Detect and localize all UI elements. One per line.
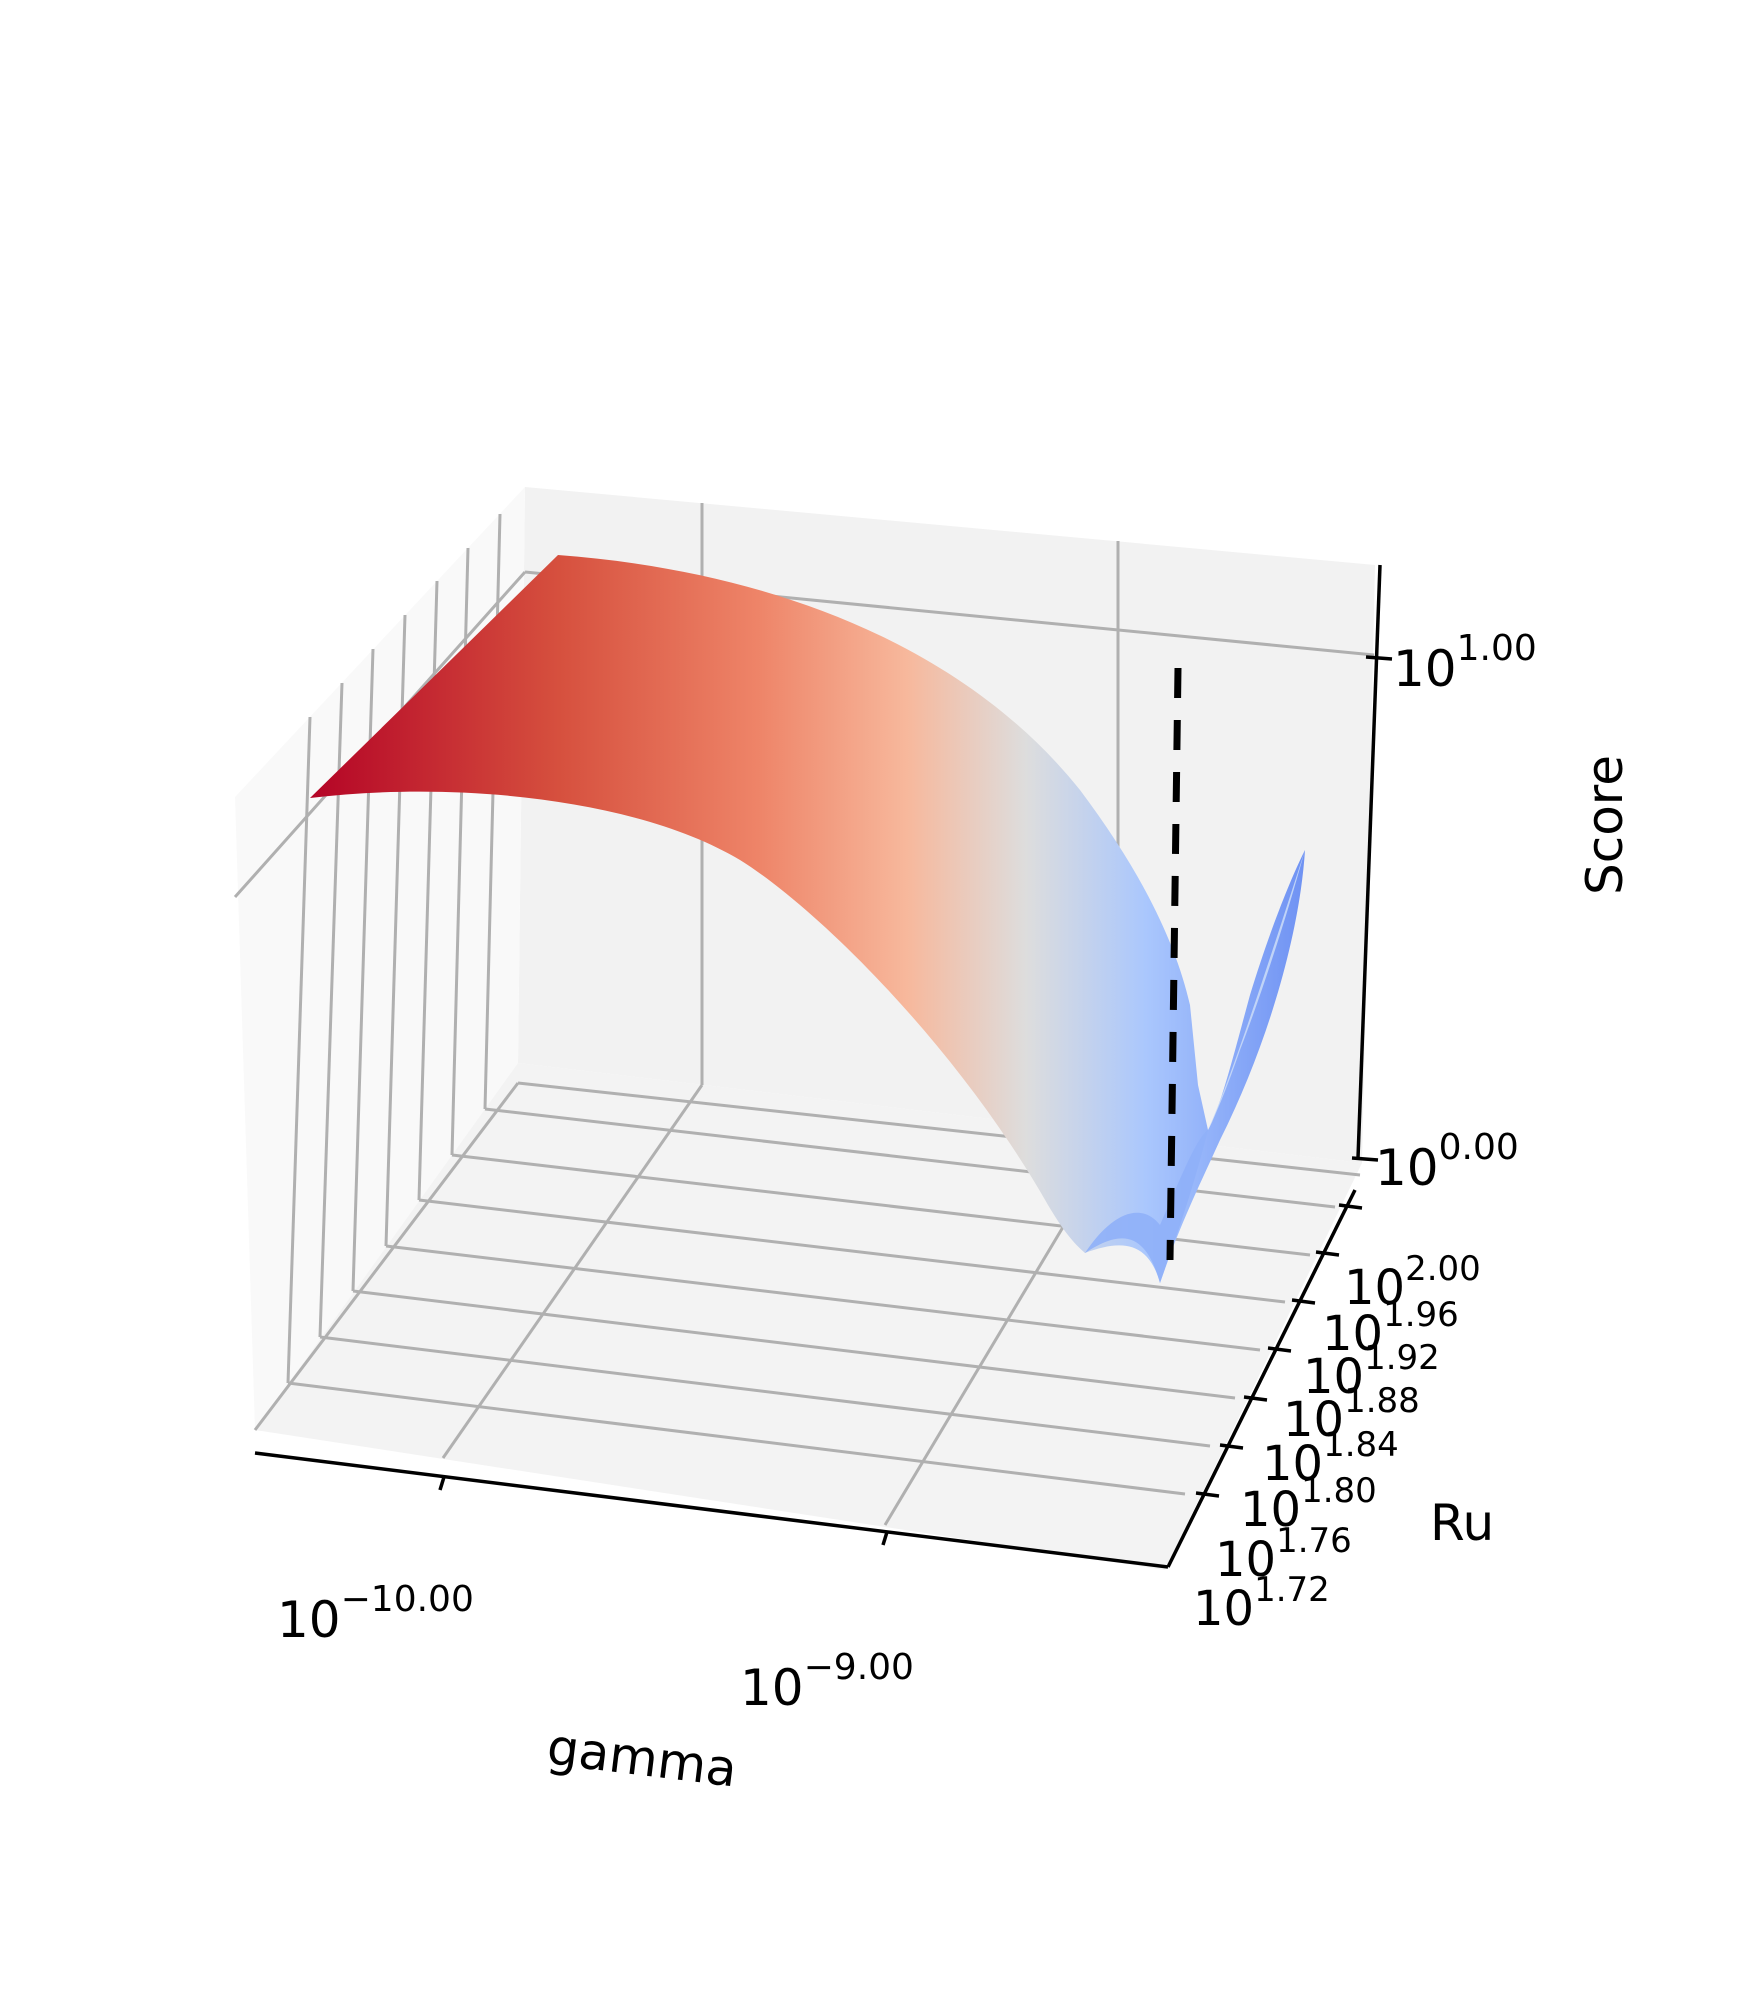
z-tick-base-2: 10 xyxy=(1375,1139,1439,1197)
z-tick-exp-2: 0.00 xyxy=(1439,1127,1519,1168)
y-tick-mark-1 xyxy=(1338,1203,1363,1210)
y-tick-exp-3: 1.92 xyxy=(1364,1338,1440,1378)
z-axis-line xyxy=(1356,564,1382,1159)
x-tick-exp-2: −9.00 xyxy=(804,1647,914,1688)
y-tick-base-6: 10 xyxy=(1240,1482,1301,1538)
x-tick-label-2: 10−9.00 xyxy=(740,1647,914,1717)
y-tick-label-3: 101.92 xyxy=(1303,1338,1440,1405)
y-tick-base-2: 10 xyxy=(1322,1306,1383,1362)
y-axis-label: Ru xyxy=(1430,1494,1494,1552)
surface-trough xyxy=(1085,1130,1208,1283)
grid-y-floor-5 xyxy=(352,1289,1236,1400)
x-tick-exp-1: −10.00 xyxy=(341,1579,474,1620)
x-tick-base-2: 10 xyxy=(740,1659,804,1717)
grid-y-floor-7 xyxy=(287,1381,1186,1496)
z-tick-mark-2 xyxy=(1351,1156,1379,1162)
axes xyxy=(254,564,1393,1569)
z-tick-label-2: 100.00 xyxy=(1375,1127,1519,1197)
y-tick-mark-2 xyxy=(1315,1250,1340,1257)
y-tick-base-5: 10 xyxy=(1262,1436,1323,1492)
x-tick-base-1: 10 xyxy=(277,1591,341,1649)
y-tick-mark-5 xyxy=(1243,1395,1268,1402)
surface xyxy=(310,555,1305,1283)
y-tick-base-4: 10 xyxy=(1283,1392,1344,1448)
y-tick-label-6: 101.80 xyxy=(1240,1471,1377,1538)
grid-y-side-1 xyxy=(483,513,502,1110)
y-tick-mark-6 xyxy=(1219,1443,1244,1450)
y-tick-exp-6: 1.80 xyxy=(1301,1471,1377,1511)
y-tick-exp-4: 1.88 xyxy=(1344,1381,1420,1421)
y-tick-exp-5: 1.84 xyxy=(1323,1425,1399,1465)
z-axis-label: Score xyxy=(1576,755,1634,895)
grid-y-floor-6 xyxy=(319,1335,1211,1448)
z-tick-mark-1 xyxy=(1365,655,1393,661)
y-tick-exp-8: 1.72 xyxy=(1254,1570,1330,1610)
y-tick-exp-1: 2.00 xyxy=(1405,1249,1481,1289)
y-tick-mark-7 xyxy=(1195,1491,1220,1498)
y-tick-exp-2: 1.96 xyxy=(1383,1295,1459,1335)
y-tick-base-8: 10 xyxy=(1193,1581,1254,1637)
y-tick-label-2: 101.96 xyxy=(1322,1295,1459,1362)
y-tick-label-1: 102.00 xyxy=(1344,1249,1481,1316)
y-tick-label-7: 101.76 xyxy=(1215,1521,1352,1588)
grid-y-side-7 xyxy=(286,716,312,1384)
z-tick-label-1: 101.00 xyxy=(1393,628,1537,698)
surface-main xyxy=(310,555,1305,1283)
z-tick-base-1: 10 xyxy=(1393,640,1457,698)
x-tick-label-1: 10−10.00 xyxy=(277,1579,474,1649)
grid-y-floor-3 xyxy=(418,1198,1286,1304)
grid-z-side-2 xyxy=(253,1082,520,1431)
z-tick-exp-1: 1.00 xyxy=(1457,628,1537,669)
y-tick-base-1: 10 xyxy=(1344,1260,1405,1316)
y-tick-base-3: 10 xyxy=(1303,1349,1364,1405)
marker-dashed-line xyxy=(1166,667,1182,1261)
grid-y-floor-4 xyxy=(385,1244,1261,1352)
x-tick-mark-2 xyxy=(881,1531,889,1546)
y-tick-mark-4 xyxy=(1267,1346,1292,1353)
grid-x-floor-1 xyxy=(441,1084,704,1459)
x-tick-mark-1 xyxy=(438,1476,446,1491)
y-tick-mark-3 xyxy=(1291,1298,1316,1305)
y-tick-label-8: 101.72 xyxy=(1193,1570,1330,1637)
x-axis-label: gamma xyxy=(544,1718,740,1799)
y-tick-base-7: 10 xyxy=(1215,1532,1276,1588)
y-tick-label-5: 101.84 xyxy=(1262,1425,1399,1492)
y-tick-exp-7: 1.76 xyxy=(1276,1521,1352,1561)
x-axis-line xyxy=(254,1451,1169,1569)
grid-z-back-2 xyxy=(517,1081,1361,1177)
y-tick-label-4: 101.88 xyxy=(1283,1381,1420,1448)
